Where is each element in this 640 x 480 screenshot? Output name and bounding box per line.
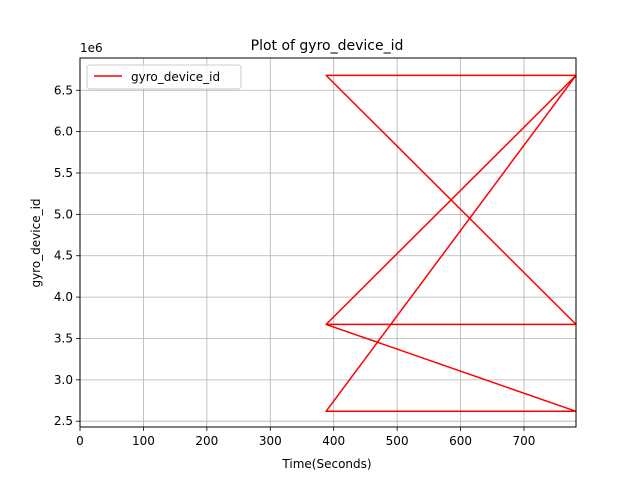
y-tick-label: 5.0 — [54, 207, 73, 221]
y-tick-label: 3.0 — [54, 373, 73, 387]
x-tick-label: 700 — [513, 434, 536, 448]
legend-box — [86, 64, 242, 90]
y-tick-label: 4.5 — [54, 249, 73, 263]
x-tick-label: 300 — [259, 434, 282, 448]
y-axis-label: gyro_device_id — [29, 198, 43, 287]
y-tick-label: 2.5 — [54, 414, 73, 428]
series-group — [325, 74, 577, 413]
x-tick-label: 200 — [195, 434, 218, 448]
x-tick-label: 500 — [386, 434, 409, 448]
y-tick-label: 6.0 — [54, 125, 73, 139]
y-tick-label: 4.0 — [54, 290, 73, 304]
series-line-gyro_device_id — [325, 74, 577, 413]
chart-title: Plot of gyro_device_id — [251, 38, 404, 54]
y-tick-label: 5.5 — [54, 166, 73, 180]
x-tick-label: 100 — [132, 434, 155, 448]
plot-frame — [79, 57, 577, 428]
y-offset-label: 1e6 — [80, 41, 103, 55]
x-tick-label: 0 — [76, 434, 84, 448]
legend-label: gyro_device_id — [131, 70, 220, 84]
x-tick-label: 400 — [322, 434, 345, 448]
legend: gyro_device_id — [86, 64, 242, 90]
y-tick-label: 6.5 — [54, 83, 73, 97]
plot-area — [80, 58, 576, 427]
y-tick-label: 3.5 — [54, 331, 73, 345]
grid-lines — [79, 58, 576, 427]
x-tick-label: 600 — [449, 434, 472, 448]
axis-ticks: 0 100 200 300 400 500 600 700 2.5 3.0 3.5 4.0 4.5 5.0… — [54, 83, 536, 448]
x-axis-label: Time(Seconds) — [281, 457, 371, 471]
